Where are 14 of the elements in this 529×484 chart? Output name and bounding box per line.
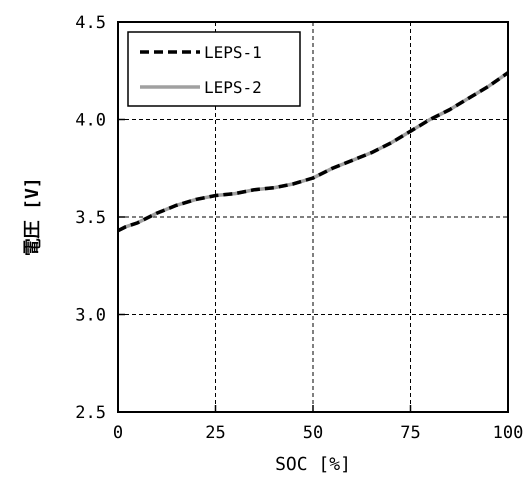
legend-label: LEPS-2	[204, 78, 262, 97]
x-tick-label: 50	[302, 423, 324, 443]
x-tick-label: 100	[492, 423, 524, 443]
legend-label: LEPS-1	[204, 43, 262, 62]
x-axis-title: SOC [%]	[275, 454, 351, 475]
x-tick-label: 0	[112, 423, 124, 443]
x-tick-label: 25	[205, 423, 226, 443]
y-tick-label: 4.5	[75, 13, 106, 33]
y-axis-title: 電圧 [V]	[22, 177, 43, 257]
y-tick-label: 3.5	[75, 208, 106, 228]
y-tick-label: 4.0	[75, 110, 106, 130]
y-tick-label: 2.5	[75, 403, 106, 423]
y-tick-label: 3.0	[75, 306, 106, 326]
x-tick-label: 75	[400, 423, 421, 443]
